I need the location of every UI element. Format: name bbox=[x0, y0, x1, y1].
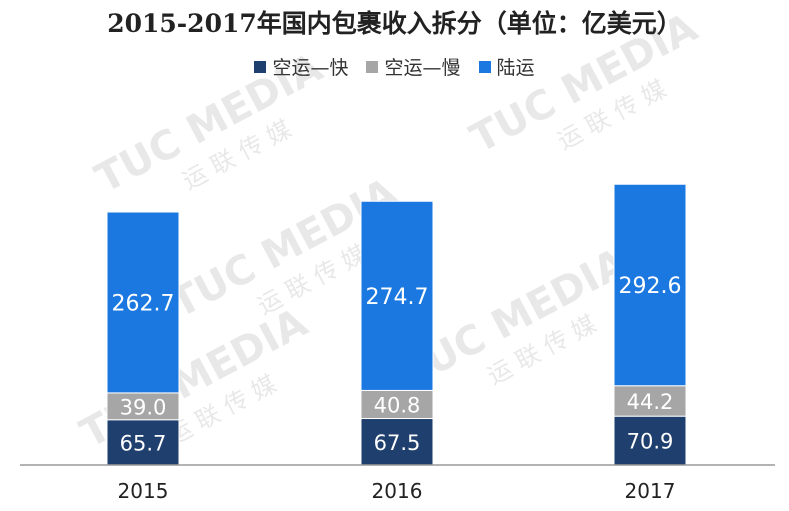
legend-label-air-slow: 空运—慢 bbox=[384, 57, 461, 79]
x-axis-ticks: 2015 2016 2017 bbox=[118, 479, 676, 503]
data-label-air-slow-2015: 39.0 bbox=[120, 395, 167, 419]
data-label-air-fast-2016: 67.5 bbox=[374, 431, 421, 455]
legend-label-air-fast: 空运—快 bbox=[272, 57, 349, 79]
chart-title: 2015-2017年国内包裹收入拆分（单位：亿美元） bbox=[107, 9, 682, 38]
legend-swatch-air-fast bbox=[254, 60, 267, 73]
legend-label-ground: 陆运 bbox=[496, 57, 535, 79]
bar-air-fast-2017 bbox=[613, 415, 687, 466]
legend-swatch-ground bbox=[478, 60, 491, 73]
data-label-air-slow-2016: 40.8 bbox=[374, 393, 421, 417]
bar-ground-2016 bbox=[360, 200, 434, 391]
bar-ground-2017 bbox=[613, 183, 687, 387]
x-tick-label-2017: 2017 bbox=[625, 479, 676, 503]
legend-item-air-slow: 空运—慢 bbox=[366, 53, 461, 80]
bar-ground-2015 bbox=[106, 211, 180, 394]
data-label-ground-2015: 262.7 bbox=[112, 291, 175, 316]
bar-air-slow-2016 bbox=[360, 389, 434, 420]
legend-item-ground: 陆运 bbox=[478, 53, 535, 80]
data-label-ground-2016: 274.7 bbox=[366, 285, 429, 310]
bar-air-slow-2015 bbox=[106, 392, 180, 421]
data-label-air-fast-2017: 70.9 bbox=[627, 430, 674, 454]
data-label-air-fast-2015: 65.7 bbox=[120, 431, 167, 455]
x-tick-label-2015: 2015 bbox=[118, 479, 169, 503]
legend-swatch-air-slow bbox=[366, 60, 379, 73]
legend-item-air-fast: 空运—快 bbox=[254, 53, 348, 80]
bar-air-fast-2016 bbox=[360, 418, 434, 466]
x-tick-label-2016: 2016 bbox=[372, 479, 423, 503]
bar-layer: 65.7 39.0 262.7 67.5 40.8 274.7 70.9 44.2 292.6 bbox=[106, 183, 687, 466]
data-label-ground-2017: 292.6 bbox=[619, 274, 682, 299]
chart-legend: 空运—快 空运—慢 陆运 bbox=[0, 53, 789, 80]
data-label-air-slow-2017: 44.2 bbox=[627, 390, 674, 414]
